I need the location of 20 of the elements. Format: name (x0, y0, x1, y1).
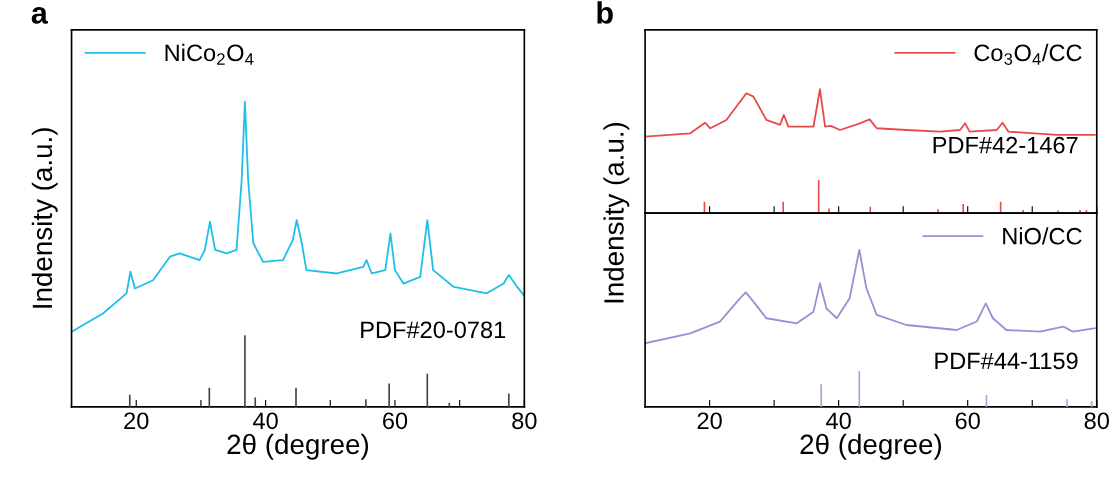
x-tick-label: 80 (512, 412, 537, 430)
annotation: PDF#44-1159 (935, 352, 1078, 370)
x-axis-title: 2θ (degree) (227, 433, 369, 460)
y-axis-title: Indensity (a.u.) (31, 128, 58, 308)
x-axis-title: 2θ (degree) (800, 433, 942, 460)
legend-label: Co$_{3}$O$_{4}$/CC (974, 43, 1082, 65)
x-tick-label: 20 (124, 412, 149, 430)
x-tick-label: 20 (697, 412, 722, 430)
x-tick-label: 80 (1084, 412, 1109, 430)
chart-title: b (597, 1, 613, 24)
chart-title: a (31, 7, 48, 24)
annotation: PDF#42-1467 (933, 136, 1078, 154)
x-tick-label: 60 (955, 412, 980, 430)
y-axis-title: Indensity (a.u.) (603, 122, 630, 303)
annotation: PDF#20-0781 (361, 321, 506, 339)
x-tick-label: 40 (826, 412, 851, 430)
legend-label: NiO/CC (1003, 227, 1082, 245)
x-tick-label: 40 (253, 412, 278, 430)
x-tick-label: 60 (383, 412, 408, 430)
legend-label: NiCo$_{2}$O$_{4}$ (165, 43, 254, 65)
